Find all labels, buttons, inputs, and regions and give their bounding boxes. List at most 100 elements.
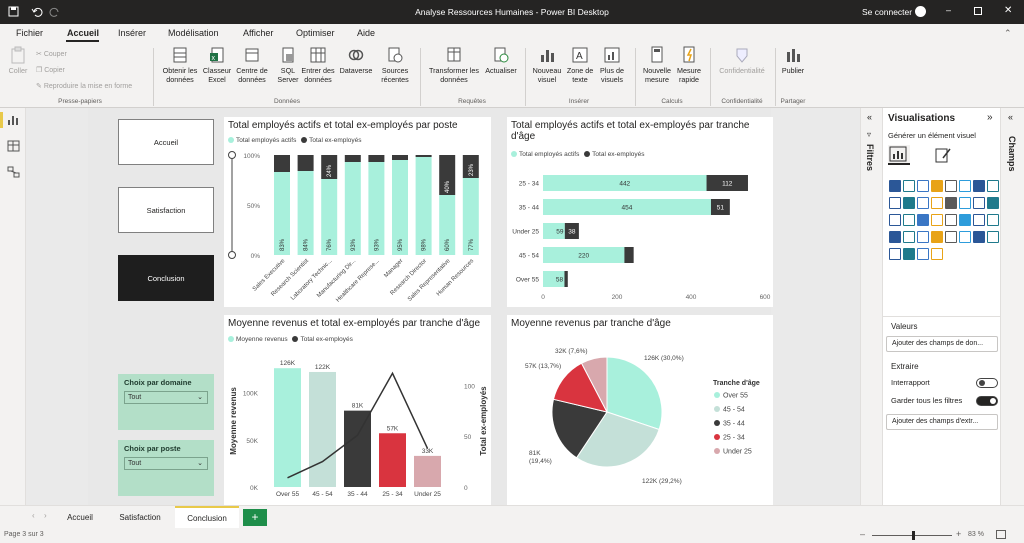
matrix-icon[interactable] xyxy=(903,231,915,243)
narrative-icon[interactable] xyxy=(987,231,999,243)
get-data-button[interactable]: Obtenir les données xyxy=(158,46,202,84)
r-visual-icon[interactable] xyxy=(917,231,929,243)
tab-modelisation[interactable]: Modélisation xyxy=(168,28,219,38)
table-icon[interactable] xyxy=(889,231,901,243)
slicer-icon[interactable] xyxy=(987,214,999,226)
values-drop-field[interactable]: Ajouter des champs de don... xyxy=(886,336,998,352)
donut-icon[interactable] xyxy=(973,197,985,209)
stacked-bar-icon[interactable] xyxy=(889,180,901,192)
report-view-icon[interactable] xyxy=(7,114,20,126)
build-visual-tab[interactable] xyxy=(888,145,910,165)
ribbon-chart-icon[interactable] xyxy=(903,197,915,209)
filters-pane-collapsed[interactable]: « ▿ Filtres xyxy=(860,108,882,505)
close-icon[interactable]: ✕ xyxy=(1004,5,1013,16)
undo-icon[interactable] xyxy=(31,7,43,17)
collapse-ribbon-icon[interactable]: ⌃ xyxy=(1004,28,1012,38)
cross-report-toggle[interactable] xyxy=(976,378,998,388)
transform-data-button[interactable]: Transformer les données xyxy=(424,46,484,84)
prev-page-icon[interactable]: ‹ xyxy=(32,511,35,520)
data-hub-button[interactable]: Centre de données xyxy=(232,46,272,84)
chart-card-revenus[interactable]: Moyenne revenus et total ex-employés par… xyxy=(224,315,491,505)
pie-icon[interactable] xyxy=(959,197,971,209)
tab-fichier[interactable]: Fichier xyxy=(16,28,44,38)
excel-button[interactable]: x Classeur Excel xyxy=(201,46,233,84)
nav-satisfaction-button[interactable]: Satisfaction xyxy=(118,187,214,233)
publish-button[interactable]: Publier xyxy=(778,46,808,75)
keep-filters-toggle[interactable] xyxy=(976,396,998,406)
fit-page-icon[interactable] xyxy=(996,530,1006,539)
map-icon[interactable] xyxy=(889,214,901,226)
copy-button[interactable]: ❐ Copier xyxy=(36,66,65,74)
page-tab-conclusion[interactable]: Conclusion xyxy=(175,506,239,528)
tab-aide[interactable]: Aide xyxy=(357,28,376,38)
power-apps-icon[interactable] xyxy=(903,248,915,260)
chart-card-age[interactable]: Total employés actifs et total ex-employ… xyxy=(507,117,773,307)
chart-card-pie[interactable]: Moyenne revenus par tranche d'âge 126K (… xyxy=(507,315,773,505)
expand-fields-icon[interactable]: « xyxy=(1008,112,1014,122)
extract-drop-field[interactable]: Ajouter des champs d'extr... xyxy=(886,414,998,430)
refresh-button[interactable]: Actualiser xyxy=(483,46,519,75)
multirow-card-icon[interactable] xyxy=(959,214,971,226)
more-icon[interactable] xyxy=(931,248,943,260)
quick-measure-button[interactable]: Mesure rapide xyxy=(674,46,704,84)
tab-accueil[interactable]: Accueil xyxy=(67,28,100,38)
100-bar-icon[interactable] xyxy=(945,180,957,192)
qa-icon[interactable] xyxy=(973,231,985,243)
text-box-button[interactable]: A Zone de texte xyxy=(564,46,596,84)
filled-map-icon[interactable] xyxy=(903,214,915,226)
table-view-icon[interactable] xyxy=(7,140,20,152)
stacked-column-icon[interactable] xyxy=(903,180,915,192)
clustered-bar-icon[interactable] xyxy=(917,180,929,192)
area-chart-icon[interactable] xyxy=(987,180,999,192)
chart-card-poste[interactable]: Total employés actifs et total ex-employ… xyxy=(224,117,491,307)
line-chart-icon[interactable] xyxy=(973,180,985,192)
sql-server-button[interactable]: SQL Server xyxy=(273,46,303,84)
minimize-icon[interactable]: – xyxy=(946,5,952,15)
paste-button[interactable]: Coller xyxy=(6,46,30,75)
recent-sources-button[interactable]: Sources récentes xyxy=(375,46,415,84)
paginated-icon[interactable] xyxy=(889,248,901,260)
tab-afficher[interactable]: Afficher xyxy=(243,28,274,38)
slicer-dropdown[interactable]: Tout ⌄ xyxy=(124,391,208,404)
page-tab-accueil[interactable]: Accueil xyxy=(67,512,93,522)
nav-conclusion-button[interactable]: Conclusion xyxy=(118,255,214,301)
fields-pane-collapsed[interactable]: « Champs xyxy=(1000,108,1024,528)
next-page-icon[interactable]: › xyxy=(44,511,47,520)
stacked-area-icon[interactable] xyxy=(889,197,901,209)
scatter-icon[interactable] xyxy=(945,197,957,209)
cut-button[interactable]: ✂ Couper xyxy=(36,50,67,58)
card-icon[interactable] xyxy=(945,214,957,226)
save-icon[interactable] xyxy=(8,6,19,17)
zoom-slider-thumb[interactable] xyxy=(912,531,915,540)
redo-icon[interactable] xyxy=(49,7,59,17)
nav-accueil-button[interactable]: Accueil xyxy=(118,119,214,165)
tab-optimiser[interactable]: Optimiser xyxy=(296,28,335,38)
gauge-icon[interactable] xyxy=(931,214,943,226)
clustered-column-icon[interactable] xyxy=(931,180,943,192)
slicer-dropdown[interactable]: Tout ⌄ xyxy=(124,457,208,470)
restore-icon[interactable] xyxy=(974,7,982,15)
collapse-pane-icon[interactable]: » xyxy=(987,112,993,123)
new-measure-button[interactable]: Nouvelle mesure xyxy=(639,46,675,84)
python-visual-icon[interactable] xyxy=(931,231,943,243)
format-visual-tab[interactable] xyxy=(934,146,952,166)
new-visual-button[interactable]: Nouveau visuel xyxy=(529,46,565,84)
zoom-out-icon[interactable]: – xyxy=(860,529,866,539)
sensitivity-button[interactable]: Confidentialité xyxy=(712,46,772,75)
treemap-icon[interactable] xyxy=(987,197,999,209)
waterfall-icon[interactable] xyxy=(917,197,929,209)
zoom-in-icon[interactable]: + xyxy=(956,529,962,539)
format-painter-button[interactable]: ✎ Reproduire la mise en forme xyxy=(36,82,132,90)
key-influencers-icon[interactable] xyxy=(945,231,957,243)
avatar[interactable] xyxy=(915,6,926,17)
page-tab-satisfaction[interactable]: Satisfaction xyxy=(119,512,161,522)
power-automate-icon[interactable] xyxy=(917,248,929,260)
kpi-icon[interactable] xyxy=(973,214,985,226)
model-view-icon[interactable] xyxy=(7,166,20,178)
azure-map-icon[interactable] xyxy=(917,214,929,226)
tab-inserer[interactable]: Insérer xyxy=(118,28,147,38)
add-page-button[interactable]: + xyxy=(243,509,267,526)
decomposition-icon[interactable] xyxy=(959,231,971,243)
enter-data-button[interactable]: Entrer des données xyxy=(300,46,336,84)
funnel-icon[interactable] xyxy=(931,197,943,209)
